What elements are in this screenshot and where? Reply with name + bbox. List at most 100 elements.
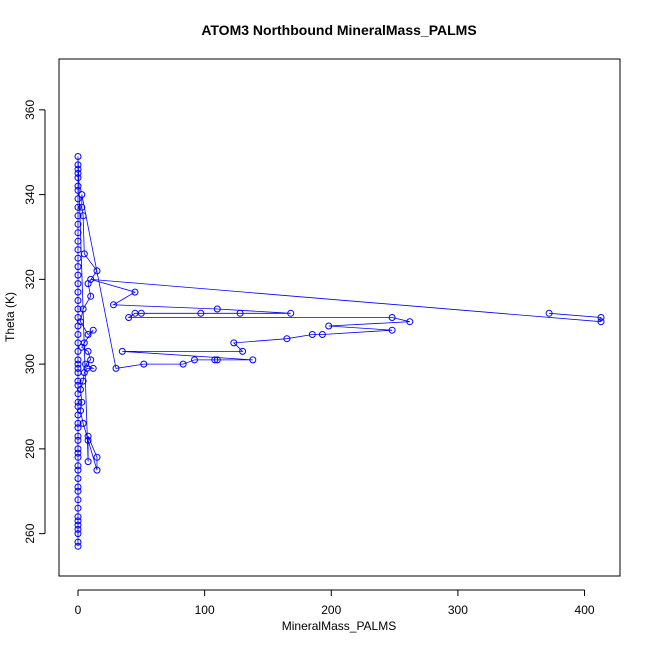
data-point xyxy=(74,220,82,228)
data-point xyxy=(79,377,87,385)
data-point xyxy=(74,538,82,546)
data-point xyxy=(308,331,316,338)
data-point xyxy=(74,186,82,194)
data-point xyxy=(287,309,295,317)
data-point xyxy=(74,525,82,533)
x-tick-label: 100 xyxy=(195,603,215,617)
data-point xyxy=(74,347,82,355)
data-point xyxy=(137,309,145,317)
y-tick-label: 340 xyxy=(23,184,37,204)
series-layer xyxy=(74,153,605,550)
data-point xyxy=(112,364,120,372)
data-point xyxy=(283,335,291,343)
data-point xyxy=(74,356,82,364)
data-point xyxy=(213,356,221,364)
data-point xyxy=(74,237,82,245)
data-point xyxy=(118,347,126,355)
data-point xyxy=(74,398,82,406)
data-point xyxy=(74,280,82,288)
data-point xyxy=(74,254,82,262)
y-tick-label: 320 xyxy=(23,269,37,289)
data-point xyxy=(74,517,82,525)
data-point xyxy=(597,314,605,321)
y-axis-label: Theta (K) xyxy=(3,292,17,342)
data-point xyxy=(78,191,86,199)
data-point xyxy=(74,165,82,173)
data-point xyxy=(74,161,82,169)
data-point xyxy=(80,250,88,258)
data-point xyxy=(230,339,238,347)
data-point xyxy=(74,271,82,279)
data-point xyxy=(74,364,82,372)
data-point xyxy=(79,212,87,220)
data-point xyxy=(388,314,396,321)
data-point xyxy=(74,182,82,190)
data-point xyxy=(74,453,82,461)
data-point xyxy=(93,466,101,474)
data-point xyxy=(597,318,605,326)
data-point xyxy=(197,309,205,317)
data-point xyxy=(74,377,82,385)
data-point xyxy=(89,364,97,372)
data-point xyxy=(89,326,97,334)
data-point xyxy=(74,530,82,538)
y-tick-label: 360 xyxy=(23,100,37,120)
data-point xyxy=(82,360,90,368)
y-tick-label: 260 xyxy=(23,523,37,543)
data-point xyxy=(179,360,187,368)
data-point xyxy=(80,339,88,347)
data-point xyxy=(318,331,326,338)
data-point xyxy=(74,153,82,160)
data-point xyxy=(74,487,82,495)
data-point xyxy=(325,322,333,330)
data-point xyxy=(74,462,82,470)
data-point xyxy=(74,521,82,529)
data-point xyxy=(78,398,86,406)
data-point xyxy=(74,169,82,177)
data-point xyxy=(74,174,82,182)
data-point xyxy=(74,483,82,491)
data-point xyxy=(406,318,414,326)
data-point xyxy=(249,356,257,364)
data-point xyxy=(74,513,82,521)
data-point xyxy=(74,212,82,220)
data-point xyxy=(77,386,84,393)
data-point xyxy=(84,432,92,440)
data-point xyxy=(236,309,244,317)
x-axis: 0 100 200 300 400 xyxy=(75,589,595,617)
data-point xyxy=(84,436,92,444)
data-point xyxy=(87,292,95,300)
data-point xyxy=(87,356,95,364)
data-point xyxy=(77,318,84,326)
data-point xyxy=(388,326,396,334)
data-point xyxy=(213,305,221,313)
data-point xyxy=(74,360,82,368)
chart-title: ATOM3 Northbound MineralMass_PALMS xyxy=(201,22,476,38)
data-point xyxy=(131,288,139,296)
data-point xyxy=(239,347,247,355)
data-point xyxy=(125,314,133,321)
data-point xyxy=(211,356,219,364)
data-point xyxy=(93,453,101,461)
data-point xyxy=(74,445,82,453)
data-point xyxy=(74,504,82,512)
y-tick-label: 300 xyxy=(23,354,37,374)
data-point xyxy=(77,407,84,415)
data-point xyxy=(74,331,82,338)
data-point xyxy=(74,229,82,237)
data-point xyxy=(84,458,92,466)
x-tick-label: 300 xyxy=(448,603,468,617)
plot-frame xyxy=(58,58,621,577)
data-point xyxy=(74,419,82,427)
data-point xyxy=(74,432,82,440)
data-point xyxy=(87,275,95,283)
data-point xyxy=(74,449,82,457)
data-point xyxy=(79,305,87,313)
data-point xyxy=(140,360,148,368)
x-tick-label: 400 xyxy=(575,603,595,617)
data-point xyxy=(110,301,117,309)
data-point xyxy=(74,475,82,482)
data-point xyxy=(74,195,82,203)
data-point xyxy=(545,309,553,317)
